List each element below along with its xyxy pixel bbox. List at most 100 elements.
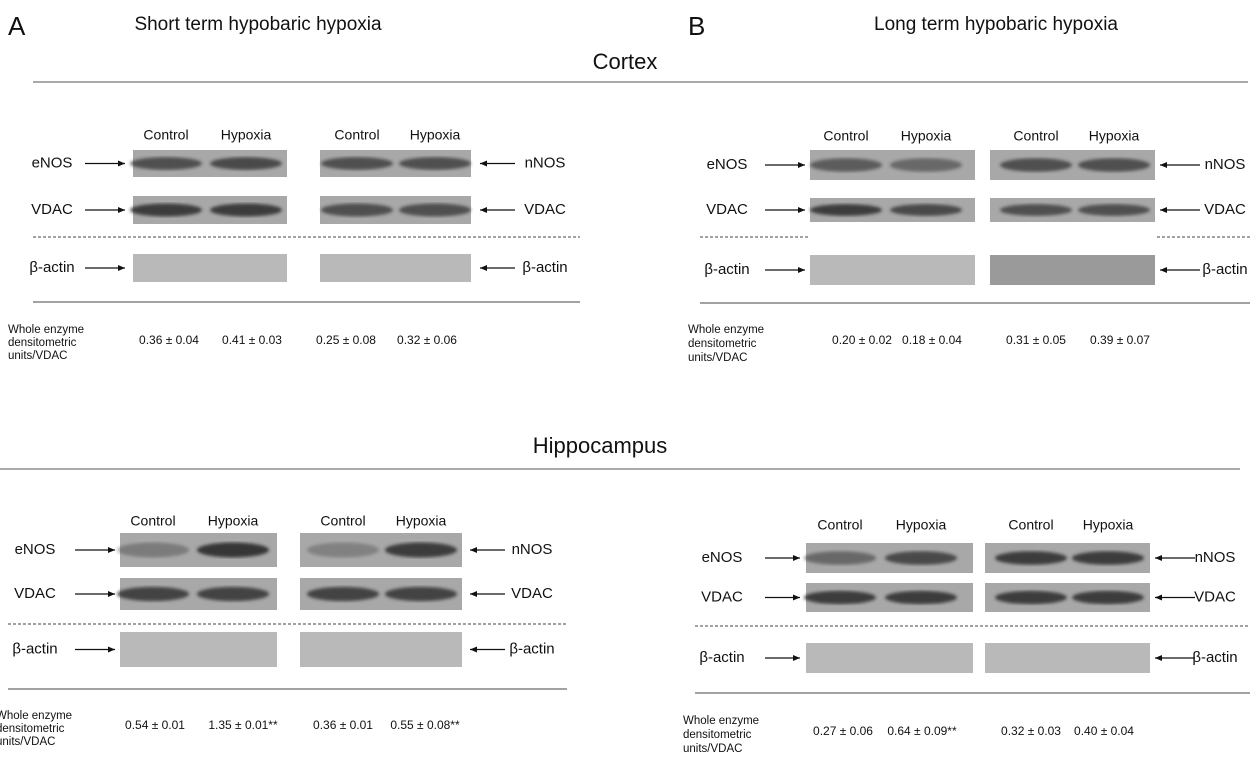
row-label: β-actin [704,261,749,278]
panel-label: A [8,11,26,41]
column-label: Control [1013,128,1058,144]
column-label: Hypoxia [208,513,259,529]
column-label: Control [823,128,868,144]
column-label: Hypoxia [1089,128,1140,144]
band [197,543,269,558]
row-label: eNOS [15,541,56,558]
band [307,543,379,558]
value: 0.64 ± 0.09** [887,724,957,738]
column-label: Control [320,513,365,529]
band [197,587,269,601]
caption: units/VDAC [688,352,747,364]
blot [320,254,471,282]
band [321,204,393,217]
row-label: eNOS [702,549,743,566]
band [117,543,189,558]
band [885,551,957,565]
row-label: β-actin [522,259,567,276]
value: 0.27 ± 0.06 [813,724,873,738]
band [399,157,471,170]
band [995,591,1067,604]
band [1000,204,1072,216]
row-label: β-actin [509,640,554,657]
row-label: VDAC [706,201,748,218]
band [1078,158,1150,172]
blot [300,632,462,667]
column-label: Control [143,127,188,143]
value: 0.32 ± 0.03 [1001,724,1061,738]
value: 0.31 ± 0.05 [1006,333,1066,347]
panel-title: Short term hypobaric hypoxia [134,14,382,35]
caption: Whole enzyme [8,324,84,336]
band [130,157,202,170]
caption: units/VDAC [8,350,67,362]
blot [985,643,1150,673]
blot [990,255,1155,285]
section-title: Cortex [593,49,658,74]
band [210,204,282,217]
caption: Whole enzyme [683,715,759,727]
value: 1.35 ± 0.01** [208,718,278,732]
column-label: Hypoxia [1083,517,1134,533]
panel-title: Long term hypobaric hypoxia [874,14,1118,35]
row-label: nNOS [1205,156,1246,173]
row-label: VDAC [31,201,73,218]
blot [120,632,277,667]
column-label: Control [1008,517,1053,533]
caption: densitometric [0,723,65,735]
panel-label: B [688,11,705,41]
row-label: nNOS [1195,549,1236,566]
column-label: Hypoxia [896,517,947,533]
value: 0.40 ± 0.04 [1074,724,1134,738]
row-label: nNOS [512,541,553,558]
value: 0.55 ± 0.08** [390,718,460,732]
band [1072,591,1144,604]
band [385,587,457,601]
caption: Whole enzyme [0,710,72,722]
row-label: eNOS [32,154,73,171]
row-label: VDAC [701,588,743,605]
band [117,587,189,601]
row-label: VDAC [524,201,566,218]
section-title: Hippocampus [533,433,668,458]
value: 0.36 ± 0.04 [139,333,199,347]
band [995,551,1067,565]
row-label: eNOS [707,156,748,173]
caption: units/VDAC [0,736,55,748]
band [1000,158,1072,172]
row-label: VDAC [1194,588,1236,605]
value: 0.18 ± 0.04 [902,333,962,347]
column-label: Control [817,517,862,533]
row-label: VDAC [511,585,553,602]
band [130,204,202,217]
caption: densitometric [688,338,757,350]
column-label: Control [130,513,175,529]
caption: Whole enzyme [688,324,764,336]
caption: densitometric [8,337,77,349]
band [1078,204,1150,216]
blot [810,255,975,285]
caption: units/VDAC [683,743,742,755]
band [885,591,957,604]
band [307,587,379,601]
row-label: VDAC [1204,201,1246,218]
value: 0.25 ± 0.08 [316,333,376,347]
band [210,157,282,170]
row-label: β-actin [1202,261,1247,278]
value: 0.36 ± 0.01 [313,718,373,732]
column-label: Hypoxia [410,127,461,143]
band [810,204,882,216]
figure: A Short term hypobaric hypoxia B Long te… [0,0,1251,758]
band [1072,551,1144,565]
band [810,158,882,172]
value: 0.20 ± 0.02 [832,333,892,347]
row-label: β-actin [1192,649,1237,666]
column-label: Hypoxia [396,513,447,529]
row-label: β-actin [29,259,74,276]
row-label: β-actin [12,640,57,657]
column-label: Hypoxia [221,127,272,143]
blot [133,254,287,282]
value: 0.54 ± 0.01 [125,718,185,732]
band [321,157,393,170]
value: 0.32 ± 0.06 [397,333,457,347]
